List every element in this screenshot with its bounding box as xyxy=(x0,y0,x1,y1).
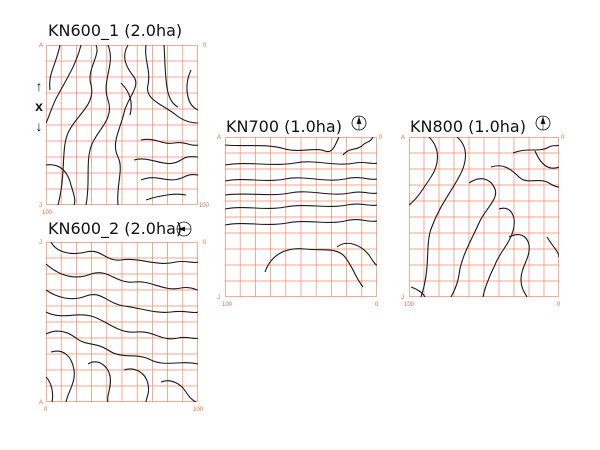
tick-label: 100 xyxy=(222,302,233,308)
plot-title-kn700: KN700 (1.0ha) xyxy=(226,117,342,136)
tick-label: 0 xyxy=(557,302,561,308)
contour-lines xyxy=(225,137,377,288)
grid xyxy=(409,137,559,297)
tick-label: 0 xyxy=(203,43,207,49)
plot-title-kn600-1: KN600_1 (2.0ha) xyxy=(48,21,183,40)
grid xyxy=(46,45,198,205)
contour-lines xyxy=(46,45,198,205)
contour-map-kn600-2 xyxy=(46,242,198,402)
tick-label: 100 xyxy=(404,302,415,308)
tick-label: 0 xyxy=(203,240,207,246)
tick-label: A xyxy=(217,135,222,141)
tick-label: A xyxy=(39,400,44,406)
tick-label: J xyxy=(401,295,404,301)
tick-label: 0 xyxy=(44,407,48,413)
compass-north-icon xyxy=(535,115,551,131)
tick-label: 100 xyxy=(193,407,204,413)
tick-label: J xyxy=(39,240,42,246)
tick-label: J xyxy=(217,295,220,301)
tick-label: A xyxy=(401,135,406,141)
plot-title-kn800: KN800 (1.0ha) xyxy=(410,117,526,136)
tick-label: 100 xyxy=(199,203,210,209)
tick-label: J xyxy=(39,203,42,209)
tick-label: 0 xyxy=(561,135,565,141)
tick-label: A xyxy=(39,43,44,49)
contour-map-kn600-1 xyxy=(46,45,198,205)
tick-label: 100 xyxy=(42,210,53,216)
plot-title-kn600-2: KN600_2 (2.0ha) xyxy=(48,219,183,238)
contour-lines xyxy=(46,242,198,402)
contour-lines xyxy=(409,137,559,297)
compass-north-icon xyxy=(351,115,367,131)
axis-down-arrow: ↓ xyxy=(35,118,43,134)
compass-west-icon xyxy=(176,221,192,237)
tick-label: 0 xyxy=(375,302,379,308)
axis-x-label: x xyxy=(35,98,43,114)
axis-up-arrow: ↑ xyxy=(35,78,43,94)
tick-label: 0 xyxy=(379,135,383,141)
grid xyxy=(46,242,198,402)
contour-map-kn700 xyxy=(225,137,377,297)
contour-map-kn800 xyxy=(409,137,559,297)
